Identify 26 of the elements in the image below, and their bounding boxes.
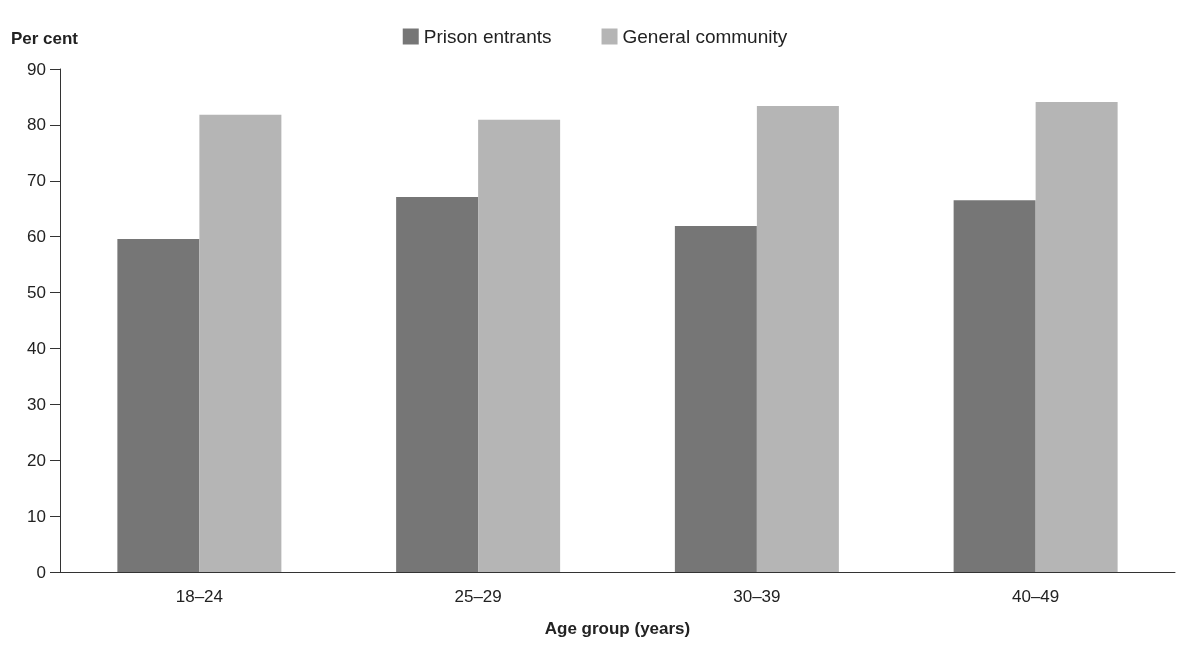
y-tick-label: 80 [27, 115, 46, 135]
y-tick-label: 40 [27, 338, 46, 358]
y-tick-label: 10 [27, 506, 46, 526]
y-tick-label: 60 [27, 227, 46, 247]
bar [1035, 101, 1118, 572]
y-tick-label: 70 [27, 171, 46, 191]
bar [117, 238, 200, 572]
bar [478, 119, 561, 572]
bar [396, 196, 479, 572]
bar [199, 114, 282, 572]
legend-label: Prison entrants [423, 26, 552, 47]
x-axis-title: Age group (years) [544, 619, 691, 638]
bar [953, 200, 1036, 572]
y-tick-label: 0 [36, 562, 46, 582]
y-tick-label: 20 [27, 450, 46, 470]
x-tick-label: 30–39 [733, 587, 781, 606]
y-tick-label: 30 [27, 394, 46, 414]
bar [756, 105, 839, 572]
bar [674, 226, 757, 572]
legend-label: General community [622, 26, 788, 47]
y-tick-label: 90 [27, 59, 46, 79]
y-tick-label: 50 [27, 283, 46, 303]
x-tick-label: 25–29 [454, 587, 502, 606]
y-axis-title: Per cent [10, 29, 79, 48]
x-tick-label: 18–24 [175, 587, 224, 606]
x-tick-label: 40–49 [1011, 587, 1060, 606]
